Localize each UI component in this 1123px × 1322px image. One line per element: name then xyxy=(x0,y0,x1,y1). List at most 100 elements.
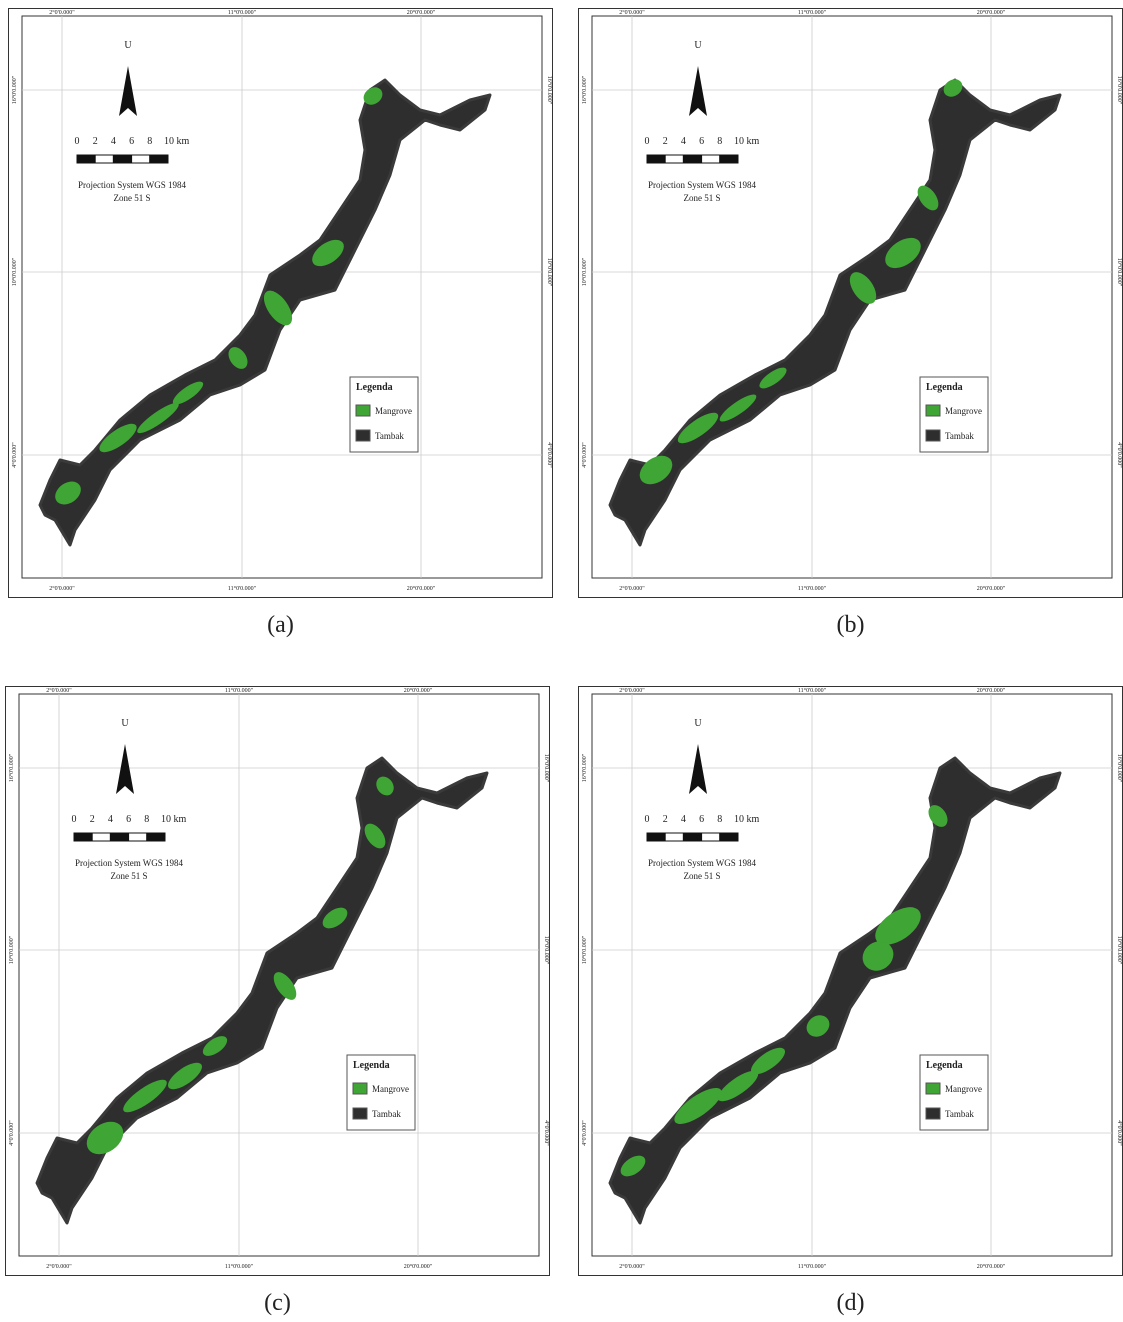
scale-label: 10 km xyxy=(161,814,187,825)
scale-label: 0 xyxy=(75,136,80,147)
scale-segment xyxy=(646,154,666,164)
mangrove-patch xyxy=(363,87,383,105)
mangrove-patch xyxy=(312,239,344,267)
projection-text: Projection System WGS 1984 xyxy=(648,180,757,190)
legend-label: Tambak xyxy=(945,1109,974,1119)
x-coordinate-label: 20°0'0.000" xyxy=(977,1263,1006,1270)
scale-label: 0 xyxy=(645,136,650,147)
x-coordinate-label: 20°0'0.000" xyxy=(407,9,436,16)
scale-segment xyxy=(719,154,739,164)
x-coordinate-label: 2°0'0.000" xyxy=(46,1263,72,1270)
mangrove-patch xyxy=(639,455,673,485)
x-coordinate-label: 2°0'0.000" xyxy=(619,687,645,694)
scale-label: 6 xyxy=(699,814,704,825)
scale-label: 2 xyxy=(663,136,668,147)
scale-segment xyxy=(719,832,739,842)
legend-label: Mangrove xyxy=(375,406,412,416)
y-coordinate-label: 16°0'0.000" xyxy=(1116,76,1123,105)
scale-label: 6 xyxy=(126,814,131,825)
mangrove-patch xyxy=(172,381,204,405)
panel-caption: (d) xyxy=(836,1290,865,1316)
north-label: U xyxy=(694,718,702,729)
x-coordinate-label: 20°0'0.000" xyxy=(977,9,1006,16)
scale-label: 6 xyxy=(699,136,704,147)
mangrove-patch xyxy=(322,907,348,929)
legend-title: Legenda xyxy=(353,1060,390,1071)
north-arrow xyxy=(689,744,707,794)
mangrove-patch xyxy=(263,290,293,326)
x-coordinate-label: 2°0'0.000" xyxy=(46,687,72,694)
legend-swatch xyxy=(925,1107,941,1120)
map-panel: 2°0'0.000" 2°0'0.000" 11°0'0.000" 11°0'0.00… xyxy=(578,686,1123,1276)
legend-swatch xyxy=(925,1082,941,1095)
y-coordinate-label: 16°0'0.000" xyxy=(1116,754,1123,783)
x-coordinate-label: 11°0'0.000" xyxy=(228,585,257,592)
legend-swatch xyxy=(352,1082,368,1095)
legend-swatch xyxy=(355,404,371,417)
scale-label: 8 xyxy=(717,814,722,825)
panel-caption: (c) xyxy=(264,1290,291,1316)
scale-segment xyxy=(131,154,151,164)
y-coordinate-label: 4°0'0.000" xyxy=(546,442,553,468)
scale-label: 6 xyxy=(129,136,134,147)
x-coordinate-label: 20°0'0.000" xyxy=(977,687,1006,694)
legend-title: Legenda xyxy=(356,382,393,393)
mangrove-patch xyxy=(759,367,787,389)
projection-text: Projection System WGS 1984 xyxy=(648,858,757,868)
scale-segment xyxy=(91,832,111,842)
scale-label: 4 xyxy=(681,136,686,147)
y-coordinate-label: 16°0'0.000" xyxy=(581,75,588,104)
mangrove-patch xyxy=(750,1047,786,1075)
mangrove-patch xyxy=(849,272,877,304)
land-area xyxy=(35,756,489,1225)
mangrove-patch xyxy=(717,1070,759,1102)
mangrove-patch xyxy=(364,823,386,849)
scale-label: 10 km xyxy=(734,814,760,825)
mangrove-patch xyxy=(137,402,179,434)
y-coordinate-label: 4°0'0.000" xyxy=(11,442,18,468)
y-coordinate-label: 10°0'0.000" xyxy=(1116,936,1123,965)
mangrove-patch xyxy=(806,1015,830,1037)
mangrove-patch xyxy=(55,481,81,505)
scale-segment xyxy=(94,154,114,164)
mangrove-patch xyxy=(862,941,894,971)
legend-swatch xyxy=(925,429,941,442)
scale-segment xyxy=(682,154,703,164)
y-coordinate-label: 16°0'0.000" xyxy=(546,76,553,105)
legend-swatch xyxy=(352,1107,368,1120)
y-coordinate-label: 16°0'0.000" xyxy=(8,753,15,782)
scale-label: 0 xyxy=(645,814,650,825)
panel-caption: (a) xyxy=(267,612,294,638)
mangrove-patch xyxy=(928,805,948,827)
legend-swatch xyxy=(355,429,371,442)
x-coordinate-label: 20°0'0.000" xyxy=(407,585,436,592)
scale-segment xyxy=(701,154,721,164)
y-coordinate-label: 4°0'0.000" xyxy=(581,1120,588,1146)
map-panel: 2°0'0.000" 2°0'0.000" 11°0'0.000" 11°0'0.00… xyxy=(578,8,1123,598)
mangrove-patch xyxy=(376,776,394,796)
y-coordinate-label: 16°0'0.000" xyxy=(11,75,18,104)
x-coordinate-label: 20°0'0.000" xyxy=(404,687,433,694)
y-coordinate-label: 10°0'0.000" xyxy=(581,257,588,286)
scale-label: 8 xyxy=(144,814,149,825)
map-panel: 2°0'0.000" 2°0'0.000" 11°0'0.000" 11°0'0.00… xyxy=(8,8,553,598)
mangrove-patch xyxy=(86,1121,124,1155)
y-coordinate-label: 10°0'0.000" xyxy=(546,258,553,287)
y-coordinate-label: 4°0'0.000" xyxy=(8,1120,15,1146)
x-coordinate-label: 2°0'0.000" xyxy=(49,585,75,592)
legend-title: Legenda xyxy=(926,382,963,393)
scale-label: 8 xyxy=(717,136,722,147)
scale-segment xyxy=(664,832,684,842)
y-coordinate-label: 10°0'0.000" xyxy=(1116,258,1123,287)
north-arrow xyxy=(116,744,134,794)
x-coordinate-label: 2°0'0.000" xyxy=(49,9,75,16)
x-coordinate-label: 2°0'0.000" xyxy=(619,585,645,592)
scale-segment xyxy=(664,154,684,164)
x-coordinate-label: 20°0'0.000" xyxy=(404,1263,433,1270)
scale-label: 8 xyxy=(147,136,152,147)
y-coordinate-label: 10°0'0.000" xyxy=(8,935,15,964)
x-coordinate-label: 20°0'0.000" xyxy=(977,585,1006,592)
y-coordinate-label: 4°0'0.000" xyxy=(1116,442,1123,468)
scale-segment xyxy=(701,832,721,842)
